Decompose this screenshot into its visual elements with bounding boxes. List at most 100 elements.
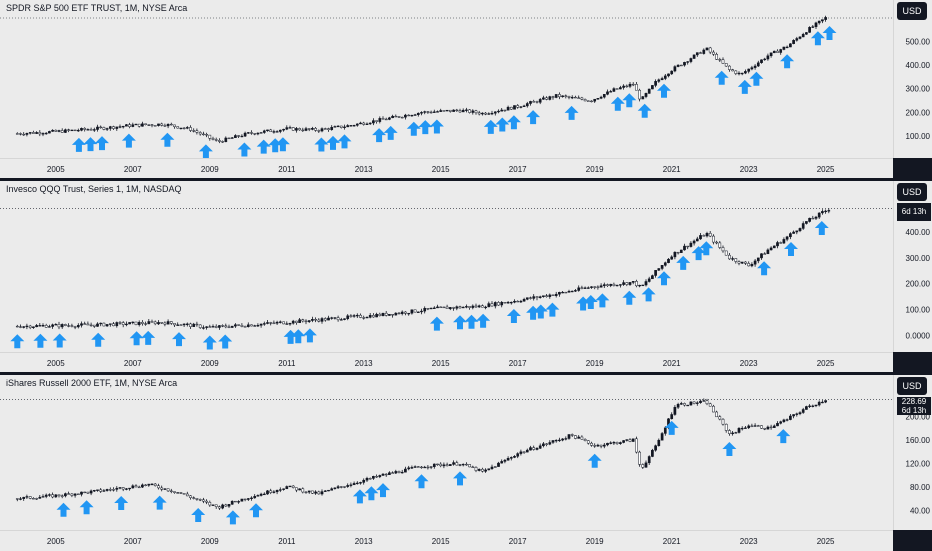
- candle-body: [763, 58, 767, 61]
- candle-body: [561, 291, 564, 294]
- buy-arrow-marker: [453, 471, 467, 486]
- candle-body: [182, 323, 186, 326]
- buy-arrow-marker: [664, 420, 679, 435]
- candle-body: [567, 434, 571, 439]
- candle-body: [513, 456, 516, 458]
- candle-body: [432, 111, 436, 113]
- candle-body: [269, 129, 273, 132]
- buy-arrow-marker: [376, 483, 390, 498]
- candles: [15, 208, 831, 330]
- candle-body: [824, 210, 827, 213]
- candle-body: [115, 487, 119, 490]
- spy-price-axis[interactable]: 100.00 200.00 300.00 400.00 500.00: [893, 0, 932, 158]
- qqq-time-axis[interactable]: 2005 2007 2009 2011 2013 2015 2017 2019 2021 2023…: [0, 352, 893, 372]
- time-tick-label: 2015: [432, 359, 450, 368]
- candle-body: [625, 282, 629, 285]
- buy-arrow-marker: [121, 133, 136, 148]
- candle-body: [593, 98, 597, 102]
- candles: [15, 15, 827, 144]
- candle-body: [275, 131, 279, 133]
- candle-body: [169, 490, 173, 492]
- candle-body: [192, 497, 196, 499]
- candle-body: [128, 487, 131, 490]
- candle-body: [320, 318, 324, 322]
- buy-arrow-marker: [506, 309, 521, 323]
- candle-body: [112, 323, 115, 327]
- candle-body: [805, 32, 808, 35]
- candle-body: [391, 314, 394, 316]
- candle-body: [384, 118, 388, 121]
- candle-body: [35, 325, 38, 328]
- candle-body: [814, 22, 818, 27]
- iwm-price-badge: 228.69 6d 13h: [897, 397, 931, 415]
- candle-body: [670, 70, 674, 75]
- candle-body: [330, 127, 334, 130]
- candle-body: [301, 488, 305, 493]
- candle-body: [381, 118, 385, 120]
- candle-body: [445, 109, 449, 112]
- candle-body: [224, 325, 228, 328]
- iwm-currency-button[interactable]: USD: [897, 377, 927, 395]
- buy-arrow-marker: [79, 500, 94, 515]
- candle-body: [532, 447, 536, 450]
- candle-body: [416, 311, 420, 313]
- candle-body: [397, 471, 401, 473]
- iwm-last-price: 228.69: [901, 397, 927, 406]
- candle-body: [48, 131, 51, 134]
- candle-body: [577, 97, 581, 99]
- candle-body: [224, 504, 228, 507]
- iwm-time-axis[interactable]: 2005 2007 2009 2011 2013 2015 2017 2019 2021 2023…: [0, 530, 893, 551]
- qqq-plot-area[interactable]: Invesco QQQ Trust, Series 1, 1M, NASDAQ: [0, 181, 893, 352]
- candle-body: [372, 476, 375, 479]
- candle-body: [92, 324, 96, 327]
- buy-arrow-marker: [406, 121, 421, 136]
- candle-body: [808, 27, 811, 33]
- candle-body: [724, 63, 728, 67]
- candle-body: [455, 462, 459, 466]
- qqq-currency-button[interactable]: USD: [897, 183, 927, 201]
- candle-body: [651, 85, 654, 90]
- candle-body: [404, 311, 407, 314]
- candle-body: [48, 494, 51, 496]
- candle-body: [602, 94, 606, 98]
- candle-body: [509, 457, 513, 459]
- candle-body: [28, 496, 32, 499]
- candle-body: [256, 495, 260, 497]
- buy-arrow-marker: [237, 142, 252, 157]
- candle-body: [327, 317, 330, 321]
- candle-body: [699, 235, 702, 240]
- candle-body: [301, 319, 305, 322]
- candle-body: [619, 87, 622, 90]
- spy-time-axis[interactable]: 2005 2007 2009 2011 2013 2015 2017 2019 2021 2023…: [0, 158, 893, 178]
- time-tick-label: 2019: [586, 359, 604, 368]
- candle-body: [272, 491, 276, 493]
- candle-body: [38, 132, 42, 135]
- candle-body: [32, 498, 35, 500]
- candle-body: [99, 489, 103, 492]
- spy-plot-area[interactable]: SPDR S&P 500 ETF TRUST, 1M, NYSE Arca: [0, 0, 893, 159]
- candle-body: [737, 428, 741, 433]
- candle-body: [779, 49, 783, 53]
- candle-body: [343, 318, 346, 320]
- candle-body: [262, 323, 266, 325]
- spy-currency-button[interactable]: USD: [897, 2, 927, 20]
- price-tick-label: 300.00: [906, 254, 931, 263]
- candle-body: [519, 451, 523, 454]
- candle-body: [38, 496, 42, 499]
- candle-body: [513, 105, 516, 110]
- candle-body: [429, 307, 433, 310]
- candle-body: [185, 493, 189, 497]
- candle-body: [760, 59, 763, 63]
- qqq-countdown-text: 6d 13h: [901, 207, 927, 216]
- candle-body: [282, 128, 285, 131]
- buy-arrow-marker: [476, 313, 491, 328]
- candle-body: [160, 322, 164, 324]
- candle-body: [76, 325, 80, 328]
- price-tick-label: 80.00: [910, 483, 931, 492]
- candle-body: [824, 400, 827, 403]
- iwm-plot-area[interactable]: iShares Russell 2000 ETF, 1M, NYSE Arca: [0, 375, 893, 530]
- candle-body: [60, 495, 64, 497]
- candle-body: [307, 320, 311, 322]
- candle-body: [676, 251, 680, 254]
- candle-body: [195, 130, 199, 133]
